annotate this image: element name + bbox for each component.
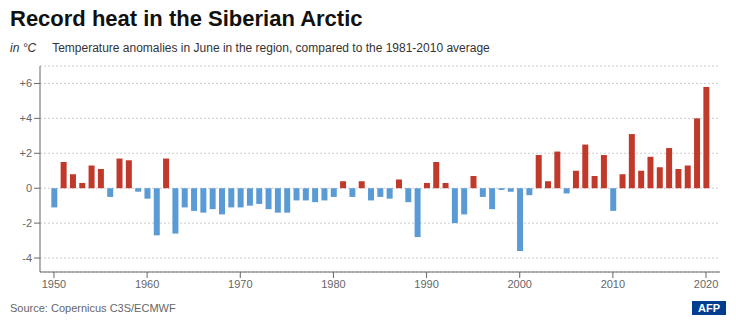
svg-text:+6: +6 bbox=[19, 77, 32, 89]
svg-text:2010: 2010 bbox=[601, 278, 625, 290]
html-text:in °C: in °C bbox=[10, 41, 37, 55]
svg-text:1980: 1980 bbox=[321, 278, 345, 290]
html-text:Temperature anomalies in June: Temperature anomalies in June in the reg… bbox=[52, 41, 490, 55]
svg-text:-2: -2 bbox=[22, 217, 32, 229]
svg-text:+2: +2 bbox=[19, 147, 32, 159]
svg-text:2020: 2020 bbox=[694, 278, 718, 290]
svg-text:1950: 1950 bbox=[42, 278, 66, 290]
svg-text:0: 0 bbox=[26, 182, 32, 194]
svg-text:1990: 1990 bbox=[414, 278, 438, 290]
html-text:Source: Copernicus C3S/ECMWF: Source: Copernicus C3S/ECMWF bbox=[10, 302, 176, 314]
svg-text:+4: +4 bbox=[19, 112, 32, 124]
svg-text:1970: 1970 bbox=[228, 278, 252, 290]
html-text:AFP: AFP bbox=[698, 302, 720, 314]
html-text:Record heat in the Siberian Ar: Record heat in the Siberian Arctic bbox=[10, 6, 363, 31]
svg-text:2000: 2000 bbox=[507, 278, 531, 290]
svg-text:1960: 1960 bbox=[135, 278, 159, 290]
svg-text:-4: -4 bbox=[22, 252, 32, 264]
